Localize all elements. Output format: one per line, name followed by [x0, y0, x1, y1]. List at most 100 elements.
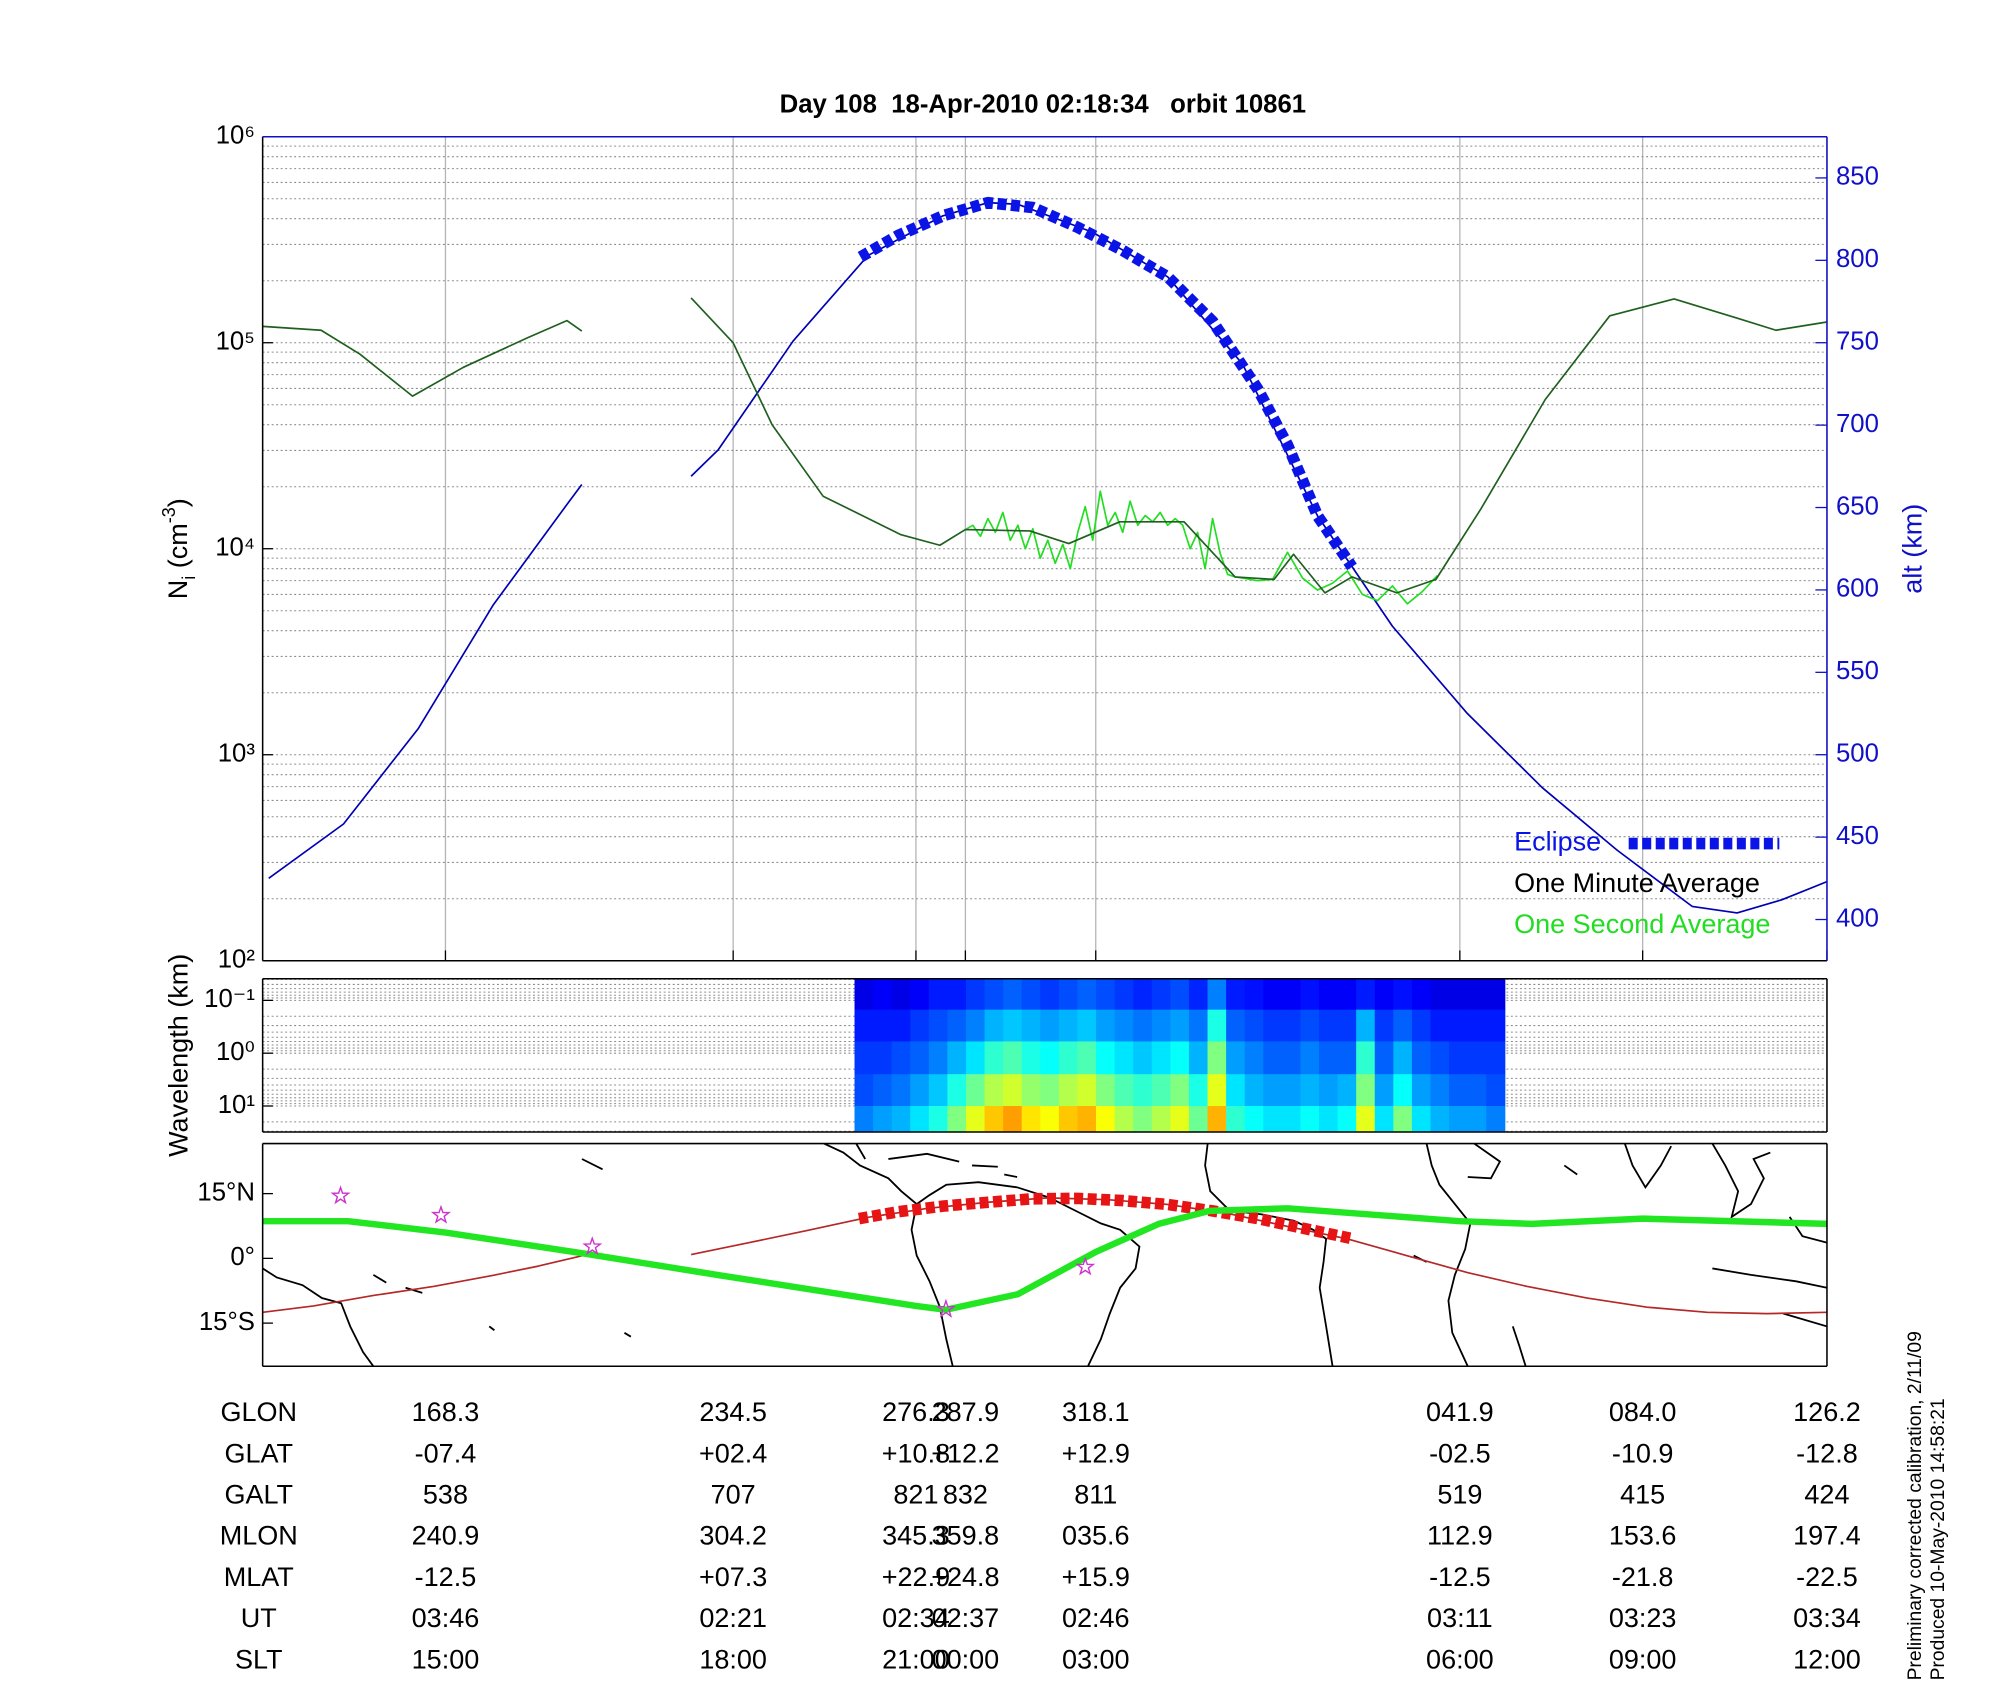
- heatmap-cell: [1058, 978, 1078, 1011]
- heatmap-cell: [1133, 1106, 1153, 1133]
- table-cell: +02.4: [699, 1438, 767, 1468]
- heatmap-cell: [1058, 1106, 1078, 1133]
- y-axis-label-part: N: [163, 580, 193, 600]
- table-row-label: GLON: [221, 1397, 298, 1427]
- heatmap-cell: [1281, 978, 1301, 1011]
- coastline: [855, 1143, 1018, 1178]
- heatmap-cell: [1040, 978, 1060, 1011]
- heatmap-cell: [1133, 978, 1153, 1011]
- series-line: [262, 297, 1827, 594]
- heatmap-cell: [1374, 1009, 1394, 1042]
- heatmap-cell: [1393, 1041, 1413, 1075]
- heatmap-cell: [854, 978, 874, 1011]
- y-tick-label: 10⁰: [216, 1038, 255, 1066]
- heatmap-cell: [1467, 1041, 1487, 1075]
- heatmap-cell: [1449, 1009, 1469, 1042]
- heatmap-cell: [1430, 1009, 1450, 1042]
- heatmap-cell: [1114, 1009, 1134, 1042]
- heatmap-cell: [1021, 1106, 1041, 1133]
- station-marker: [330, 1185, 351, 1205]
- heatmap-cell: [1207, 1009, 1227, 1042]
- heatmap-cell: [1077, 1106, 1097, 1133]
- heatmap-cell: [1226, 1074, 1246, 1107]
- table-cell: 519: [1437, 1479, 1482, 1509]
- heatmap-cell: [1114, 1074, 1134, 1107]
- station-marker: [582, 1236, 603, 1256]
- heatmap-cell: [1263, 1009, 1283, 1042]
- heatmap-cell: [1449, 1041, 1469, 1075]
- heatmap-cell: [928, 1074, 948, 1107]
- table-row-label: GLAT: [225, 1438, 294, 1468]
- station-marker: [1075, 1256, 1096, 1276]
- y2-tick-label: 600: [1836, 575, 1879, 603]
- heatmap-cell: [1430, 1106, 1450, 1133]
- heatmap-cell: [1263, 978, 1283, 1011]
- heatmap-cell: [1021, 1009, 1041, 1042]
- heatmap-cell: [1040, 1074, 1060, 1107]
- table-cell: +12.9: [1062, 1438, 1130, 1468]
- heatmap-cell: [947, 1106, 967, 1133]
- y-tick-label: 0°: [230, 1243, 255, 1271]
- heatmap-cell: [1411, 1074, 1432, 1107]
- heatmap-cell: [1393, 1009, 1413, 1042]
- heatmap-cell: [1319, 1041, 1339, 1075]
- table-cell: -21.8: [1612, 1562, 1674, 1592]
- table-cell: +12.2: [931, 1438, 999, 1468]
- table-cell: 168.3: [412, 1397, 480, 1427]
- footer-notes: Preliminary corrected calibration, 2/11/…: [1905, 1331, 1949, 1680]
- table-cell: 318.1: [1062, 1397, 1130, 1427]
- table-cell: 00:00: [932, 1644, 1000, 1674]
- heatmap-cell: [891, 1074, 911, 1107]
- table-cell: 084.0: [1609, 1397, 1677, 1427]
- heatmap-cell: [1207, 1106, 1227, 1133]
- heatmap-cell: [1170, 1106, 1190, 1133]
- table-cell: 345.3: [882, 1521, 950, 1551]
- heatmap-cell: [1021, 978, 1041, 1011]
- heatmap-cell: [1393, 1074, 1413, 1107]
- y2-tick-label: 450: [1836, 822, 1879, 850]
- table-cell: 03:11: [1427, 1603, 1493, 1633]
- heatmap-cell: [1300, 1106, 1320, 1133]
- heatmap-cell: [1300, 1041, 1320, 1075]
- station-marker: [935, 1298, 956, 1318]
- heatmap-cell: [947, 978, 967, 1011]
- y-tick-label: 10⁴: [215, 534, 255, 562]
- heatmap-cell: [1003, 1041, 1023, 1075]
- heatmap-cell: [1337, 1009, 1357, 1042]
- table-row-label: GALT: [225, 1479, 294, 1509]
- heatmap-cell: [965, 1106, 986, 1133]
- heatmap-cell: [1319, 1106, 1339, 1133]
- table-cell: -12.5: [415, 1562, 477, 1592]
- heatmap-cell: [1151, 1009, 1171, 1042]
- heatmap-cell: [1003, 1009, 1023, 1042]
- heatmap-cell: [1188, 1009, 1209, 1042]
- heatmap-cell: [1133, 1074, 1153, 1107]
- heatmap-cell: [1077, 978, 1097, 1011]
- y2-tick-label: 750: [1836, 328, 1879, 356]
- heatmap-cell: [1096, 978, 1116, 1011]
- heatmap-cell: [1337, 1041, 1357, 1075]
- heatmap-cell: [1449, 1106, 1469, 1133]
- heatmap-cell: [1058, 1041, 1078, 1075]
- heatmap-cell: [1300, 1009, 1320, 1042]
- heatmap-cell: [1188, 1106, 1209, 1133]
- heatmap-cell: [873, 1041, 893, 1075]
- heatmap-cell: [1449, 978, 1469, 1011]
- y-axis-label-part: -3: [159, 507, 179, 523]
- heatmap-cell: [1281, 1106, 1301, 1133]
- y-tick-label: 15°S: [199, 1308, 255, 1336]
- heatmap-cell: [984, 1074, 1004, 1107]
- heatmap-cell: [1003, 978, 1023, 1011]
- heatmap-cell: [1226, 1009, 1246, 1042]
- heatmap-cell: [928, 1009, 948, 1042]
- y-tick-label: 10⁶: [216, 122, 255, 150]
- heatmap-cell: [910, 1106, 930, 1133]
- heatmap-cell: [1337, 1074, 1357, 1107]
- heatmap-cell: [1300, 978, 1320, 1011]
- legend-label: Eclipse: [1514, 827, 1601, 857]
- heatmap-cell: [928, 978, 948, 1011]
- heatmap-cell: [947, 1009, 967, 1042]
- table-cell: +07.3: [699, 1562, 767, 1592]
- heatmap-cell: [910, 1009, 930, 1042]
